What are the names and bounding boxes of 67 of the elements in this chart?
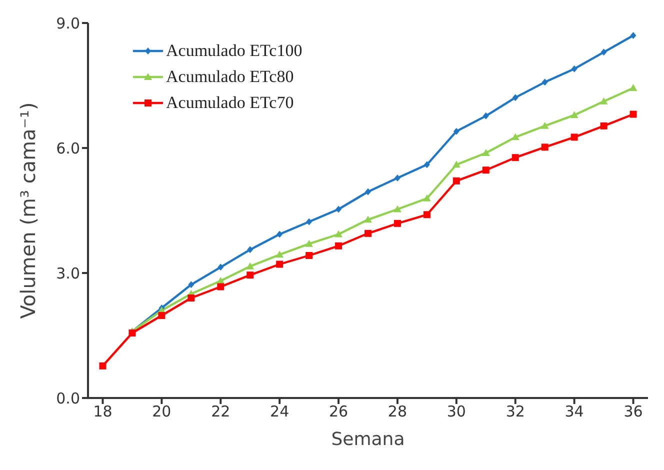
legend-label: Acumulado ETc100 bbox=[166, 41, 302, 61]
legend-label: Acumulado ETc80 bbox=[166, 67, 294, 87]
point bbox=[512, 154, 519, 162]
point bbox=[600, 48, 607, 56]
legend-label: Acumulado ETc70 bbox=[166, 93, 294, 113]
x-tick-label: 26 bbox=[328, 402, 348, 421]
y-tick-label: 3.0 bbox=[56, 264, 80, 282]
x-tick-label: 24 bbox=[270, 402, 290, 421]
point bbox=[452, 160, 460, 168]
point bbox=[394, 220, 401, 227]
point bbox=[512, 94, 518, 102]
point bbox=[482, 112, 489, 120]
x-tick-label: 22 bbox=[211, 402, 230, 421]
point bbox=[306, 252, 313, 259]
point bbox=[364, 216, 372, 223]
x-tick-label: 30 bbox=[446, 402, 466, 421]
y-tick-label: 6.0 bbox=[56, 139, 80, 158]
point bbox=[423, 211, 430, 218]
point bbox=[188, 281, 194, 288]
point bbox=[393, 205, 402, 212]
point bbox=[188, 294, 195, 302]
point bbox=[335, 242, 342, 250]
point bbox=[334, 230, 343, 238]
point bbox=[364, 230, 372, 237]
point bbox=[218, 264, 224, 271]
point bbox=[570, 111, 578, 118]
point bbox=[247, 246, 254, 254]
point bbox=[336, 206, 342, 213]
point bbox=[99, 362, 106, 370]
point bbox=[276, 230, 283, 238]
point bbox=[571, 65, 578, 72]
point bbox=[276, 260, 284, 268]
x-tick-label: 20 bbox=[152, 402, 172, 421]
point bbox=[422, 194, 431, 202]
point bbox=[600, 97, 608, 104]
x-tick-label: 34 bbox=[564, 402, 584, 421]
x-tick-label: 28 bbox=[388, 402, 408, 421]
x-tick-label: 18 bbox=[93, 402, 112, 421]
point bbox=[365, 188, 371, 196]
point bbox=[540, 122, 549, 129]
point bbox=[305, 240, 314, 247]
point bbox=[630, 32, 636, 39]
x-tick-label: 36 bbox=[624, 402, 643, 421]
point bbox=[541, 144, 548, 151]
point bbox=[246, 262, 254, 270]
point bbox=[542, 78, 548, 86]
point bbox=[629, 84, 638, 91]
point bbox=[630, 110, 637, 118]
y-axis-title: Volumen (m³ cama⁻¹) bbox=[16, 102, 40, 319]
point bbox=[511, 133, 520, 140]
y-tick-label: 0.0 bbox=[56, 389, 80, 408]
point bbox=[217, 283, 224, 290]
x-axis-title: Semana bbox=[331, 429, 405, 450]
y-tick-label: 9.0 bbox=[56, 14, 80, 32]
point bbox=[570, 134, 578, 141]
point bbox=[394, 174, 400, 182]
point bbox=[600, 122, 608, 130]
point bbox=[482, 149, 490, 156]
point bbox=[453, 128, 460, 135]
point bbox=[482, 166, 490, 174]
point bbox=[276, 250, 284, 258]
point bbox=[158, 312, 166, 319]
point bbox=[246, 272, 254, 279]
point bbox=[452, 177, 460, 184]
point bbox=[306, 218, 312, 226]
x-tick-label: 32 bbox=[506, 402, 525, 421]
point bbox=[424, 161, 430, 168]
